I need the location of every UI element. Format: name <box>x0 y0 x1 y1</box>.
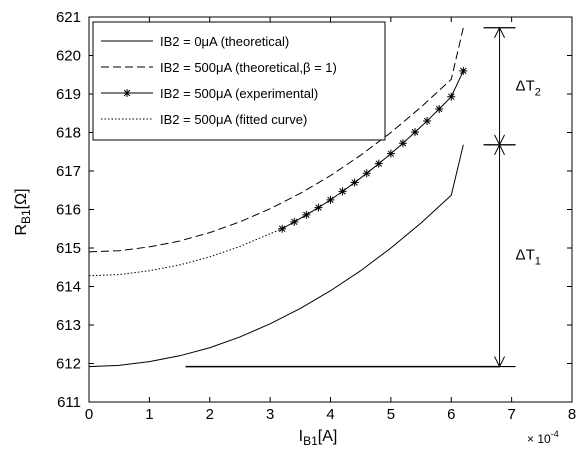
x-tick-label-5: 5 <box>387 406 395 423</box>
legend-label-2: IB2 = 500μA (experimental) <box>160 86 318 101</box>
y-tick-label-0: 611 <box>57 394 81 411</box>
legend-box <box>92 21 386 141</box>
series-2-point-1 <box>290 217 299 226</box>
x-tick-label-1: 1 <box>145 406 153 423</box>
annotations: ΔT2 ΔT1 <box>185 26 541 368</box>
y-tick-label-8: 619 <box>56 86 81 103</box>
y-axis-label-unit: [Ω] <box>13 188 30 209</box>
annotation-1-arrow-down <box>494 356 505 368</box>
y-tick-label-7: 618 <box>56 125 81 142</box>
legend-label-0: IB2 = 0μA (theoretical) <box>160 34 289 49</box>
x-axis-label-unit: [A] <box>318 428 338 445</box>
x-axis-label: IB1[A] <box>299 428 338 448</box>
y-tick-label-2: 613 <box>56 317 81 334</box>
y-tick-label-6: 617 <box>56 163 81 180</box>
x-axis-label-sub: B1 <box>303 434 318 448</box>
x-tick-label-2: 2 <box>206 406 214 423</box>
series-2-point-13 <box>435 105 444 114</box>
legend-label-3: IB2 = 500μA (fitted curve) <box>160 112 307 127</box>
y-axis-label: RB1[Ω] <box>13 188 33 235</box>
series-2-point-11 <box>411 128 420 137</box>
axes: 0 1 2 3 4 5 6 7 8 611 612 613 614 615 616 617 618 619 620 6… <box>56 9 576 423</box>
y-tick-label-9: 620 <box>56 48 81 65</box>
series-line-0 <box>88 144 464 368</box>
y-axis-label-sub: B1 <box>19 209 33 224</box>
series-2-point-14 <box>447 92 456 101</box>
series-2-point-2 <box>302 210 311 219</box>
y-tick-label-3: 614 <box>56 279 81 296</box>
series-2-point-3 <box>314 203 323 212</box>
series-2-point-12 <box>423 116 432 125</box>
annotation-1-arrow-up <box>494 143 505 156</box>
series-line-2 <box>281 70 464 230</box>
y-tick-label-10: 621 <box>56 9 81 26</box>
series-line-1 <box>88 27 464 253</box>
x-axis-multiplier: × 10-4 <box>527 429 559 446</box>
y-tick-label-4: 615 <box>56 240 81 257</box>
x-axis-label-main: I <box>299 428 303 445</box>
x-tick-label-3: 3 <box>266 406 274 423</box>
plot-area <box>88 27 468 368</box>
series-2-point-5 <box>338 187 347 196</box>
series-2-point-7 <box>362 169 371 178</box>
x-tick-label-0: 0 <box>85 406 93 423</box>
annotation-1-label: ΔT1 <box>516 247 541 268</box>
legend-label-1: IB2 = 500μA (theoretical,β = 1) <box>160 60 337 75</box>
annotation-0-arrow-up <box>494 26 505 39</box>
x-tick-label-4: 4 <box>326 406 334 423</box>
y-tick-label-1: 612 <box>56 356 81 373</box>
y-tick-label-5: 616 <box>56 202 81 219</box>
x-axis-multiplier-exponent: -4 <box>551 429 559 439</box>
series-2-point-10 <box>398 139 407 148</box>
legend: IB2 = 0μA (theoretical) IB2 = 500μA (theo… <box>92 21 386 141</box>
legend-marker-2 <box>123 89 131 97</box>
series-2-point-9 <box>386 149 395 158</box>
x-tick-label-6: 6 <box>447 406 455 423</box>
series-2-point-4 <box>326 195 335 204</box>
y-axis-label-main: R <box>13 224 30 236</box>
series-line-3 <box>88 228 283 277</box>
annotation-0-label: ΔT2 <box>516 77 541 98</box>
series-2-point-8 <box>374 159 383 168</box>
series-2-point-15 <box>459 66 468 75</box>
x-tick-label-8: 8 <box>568 406 576 423</box>
x-tick-label-7: 7 <box>507 406 515 423</box>
x-axis-multiplier-base: × 10 <box>527 432 551 446</box>
series-2-point-6 <box>350 178 359 187</box>
